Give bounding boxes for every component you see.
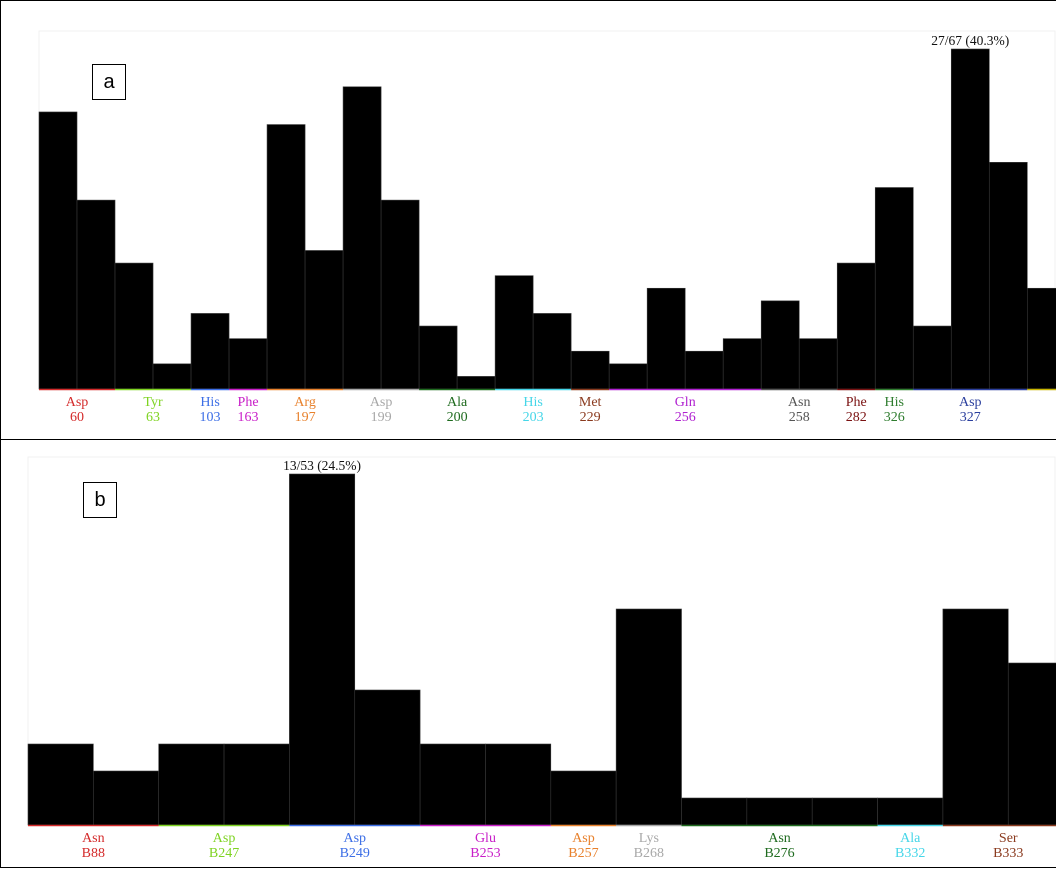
bar	[38, 111, 78, 390]
bar	[27, 743, 94, 826]
residue-number-label: 327	[960, 410, 981, 425]
bar	[988, 162, 1028, 390]
residue-number-label: 229	[580, 410, 601, 425]
bar	[1007, 662, 1056, 826]
bar	[760, 300, 800, 390]
bar	[912, 325, 952, 390]
bar	[380, 199, 420, 390]
residue-number-label: B247	[209, 846, 239, 861]
bar	[456, 376, 496, 390]
bar	[114, 262, 154, 390]
residue-name-label: Asn	[82, 831, 105, 846]
bar	[304, 250, 344, 390]
bar	[746, 797, 813, 826]
residue-number-label: B333	[993, 846, 1023, 861]
bar	[190, 313, 230, 390]
bar	[684, 350, 724, 390]
bar	[874, 187, 914, 390]
residue-name-label: Asp	[213, 831, 236, 846]
residue-number-label: 282	[846, 410, 867, 425]
bar	[494, 275, 534, 390]
panel-label-b: b	[83, 482, 117, 518]
residue-name-label: Asp	[370, 395, 393, 410]
residue-number-label: B332	[895, 846, 925, 861]
residue-name-label: Asp	[572, 831, 595, 846]
residue-name-label: Phe	[238, 395, 259, 410]
panel-a: Asp 60 Tyr 63 His 103 Phe 163 Arg 197 Asp 199 Ala 200…	[1, 1, 1056, 440]
residue-number-label: B253	[470, 846, 500, 861]
bar	[811, 797, 878, 826]
bar	[798, 338, 838, 390]
residue-name-label: His	[885, 395, 904, 410]
bar	[681, 797, 748, 826]
residue-number-label: 326	[884, 410, 905, 425]
bar	[485, 743, 552, 826]
residue-name-label: Asp	[343, 831, 366, 846]
bar	[550, 770, 617, 826]
residue-number-label: 103	[200, 410, 221, 425]
peak-value-label: 13/53 (24.5%)	[283, 458, 361, 473]
residue-name-label: Asp	[959, 395, 982, 410]
residue-name-label: Tyr	[143, 395, 163, 410]
bar	[615, 608, 682, 826]
bar	[76, 199, 116, 390]
residue-number-label: 197	[295, 410, 316, 425]
residue-number-label: B276	[764, 846, 794, 861]
residue-number-label: B257	[568, 846, 598, 861]
bar	[223, 743, 290, 826]
residue-name-label: Gln	[675, 395, 696, 410]
residue-name-label: Arg	[294, 395, 316, 410]
bar	[354, 689, 421, 826]
residue-name-label: Met	[579, 395, 602, 410]
bar	[608, 363, 648, 390]
residue-name-label: Ala	[900, 831, 921, 846]
residue-name-label: Asn	[788, 395, 811, 410]
residue-number-label: B88	[82, 846, 105, 861]
residue-number-label: 200	[447, 410, 468, 425]
bar	[570, 350, 610, 390]
residue-name-label: Glu	[475, 831, 496, 846]
bar	[836, 262, 876, 390]
chart-b-canvas: AsnB88AspB247AspB249GluB253AspB257LysB26…	[27, 456, 1056, 861]
residue-number-label: B249	[340, 846, 370, 861]
bar	[646, 287, 686, 390]
residue-name-label: Phe	[846, 395, 867, 410]
bar	[877, 797, 944, 826]
bar	[289, 473, 356, 826]
residue-number-label: 199	[371, 410, 392, 425]
bar	[93, 770, 159, 826]
residue-name-label: Ala	[447, 395, 468, 410]
panel-label-a: a	[92, 64, 126, 100]
residue-name-label: Ser	[999, 831, 1018, 846]
panel-b: Asn B88 Asp B247 Asp B249 Glu B253 Asp B257 Lys B26…	[1, 440, 1056, 869]
residue-number-label: 63	[146, 410, 160, 425]
residue-name-label: Lys	[639, 831, 659, 846]
residue-number-label: 203	[523, 410, 544, 425]
residue-number-label: 60	[70, 410, 84, 425]
bar	[532, 313, 572, 390]
residue-number-label: 256	[675, 410, 696, 425]
residue-name-label: His	[200, 395, 219, 410]
residue-number-label: B268	[634, 846, 664, 861]
residue-name-label: Asn	[768, 831, 791, 846]
bar	[342, 86, 382, 390]
chart-a-canvas: Asp60Tyr63His103Phe163Arg197Asp199Ala200…	[38, 30, 1056, 425]
peak-value-label: 27/67 (40.3%)	[931, 33, 1009, 48]
bar	[158, 743, 225, 826]
bar	[950, 48, 990, 390]
bar	[419, 743, 486, 826]
bar	[266, 124, 306, 390]
bar	[152, 363, 192, 390]
residue-number-label: 163	[238, 410, 259, 425]
bar	[418, 325, 458, 390]
bar	[1026, 287, 1056, 390]
residue-number-label: 258	[789, 410, 810, 425]
bar	[942, 608, 1009, 826]
bar	[228, 338, 268, 390]
residue-name-label: His	[523, 395, 542, 410]
bar	[722, 338, 762, 390]
residue-name-label: Asp	[66, 395, 89, 410]
